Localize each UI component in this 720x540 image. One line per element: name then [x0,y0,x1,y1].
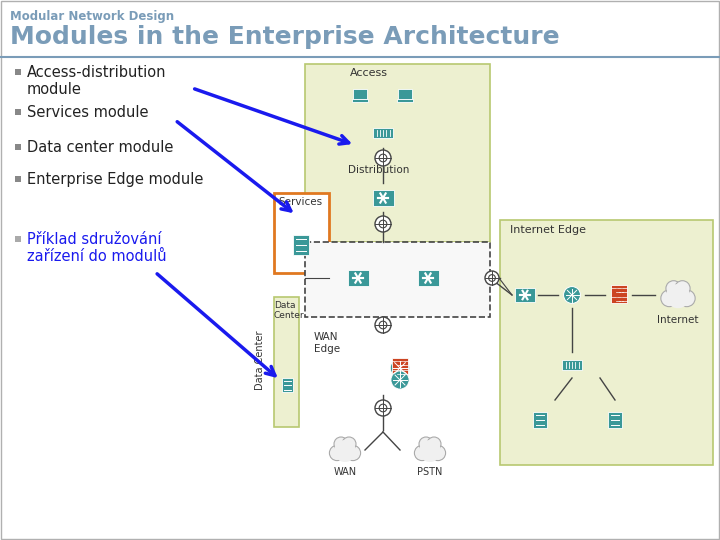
Text: WAN
Edge: WAN Edge [314,332,340,354]
Circle shape [391,371,409,389]
Circle shape [329,446,345,461]
Circle shape [342,437,356,451]
Circle shape [564,287,580,303]
Circle shape [335,440,356,461]
Circle shape [485,271,499,285]
Bar [608,411,621,428]
Text: Internet Edge: Internet Edge [510,225,586,235]
Circle shape [667,284,690,306]
Circle shape [678,290,696,307]
Circle shape [420,440,441,461]
Circle shape [346,446,361,461]
Bar [397,99,413,102]
Text: Services: Services [278,197,322,207]
Bar [305,64,490,242]
Text: Modules in the Enterprise Architecture: Modules in the Enterprise Architecture [10,25,559,49]
Text: Enterprise Edge module: Enterprise Edge module [27,172,203,187]
Bar [392,357,408,376]
Circle shape [334,437,348,451]
Bar [611,285,627,303]
Circle shape [431,446,446,461]
Text: Příklad sdružování
zařízení do modulů: Příklad sdružování zařízení do modulů [27,232,166,265]
Circle shape [375,216,391,232]
Text: Data Center: Data Center [255,330,265,390]
Bar [274,193,329,273]
Circle shape [390,358,410,378]
Bar [282,378,292,392]
Bar [373,128,392,138]
Text: Data
Center: Data Center [274,301,305,320]
Text: Access: Access [350,68,388,78]
Bar [15,109,21,115]
Circle shape [379,220,387,228]
Circle shape [375,150,391,166]
Circle shape [666,281,681,296]
Circle shape [375,317,391,333]
Bar [348,271,369,286]
Bar [15,176,21,182]
Bar [293,235,309,255]
Circle shape [419,440,441,462]
Bar [500,220,713,465]
Bar [534,411,546,428]
Circle shape [419,437,433,451]
Bar [418,271,438,286]
Text: WAN: WAN [333,467,356,477]
Bar [398,89,412,99]
Circle shape [334,440,356,462]
Circle shape [661,290,678,307]
Text: Distribution: Distribution [348,165,410,175]
Bar [562,360,582,370]
Bar [305,242,490,317]
Circle shape [489,275,495,281]
Bar [351,99,369,102]
Bar [15,236,21,242]
Circle shape [379,321,387,329]
Bar [15,69,21,75]
Text: Access-distribution
module: Access-distribution module [27,65,166,97]
Bar [516,288,535,302]
Text: Services module: Services module [27,105,148,120]
Text: PSTN: PSTN [418,467,443,477]
Circle shape [427,437,441,451]
Text: Data center module: Data center module [27,140,174,155]
Circle shape [379,404,387,412]
Circle shape [675,281,690,296]
Text: Internet: Internet [657,315,698,325]
Circle shape [375,400,391,416]
Text: Modular Network Design: Modular Network Design [10,10,174,23]
Circle shape [666,284,690,308]
Bar [15,144,21,150]
Bar [353,89,367,99]
Bar [274,297,299,427]
Circle shape [379,154,387,162]
Circle shape [415,446,430,461]
Bar [372,190,394,206]
